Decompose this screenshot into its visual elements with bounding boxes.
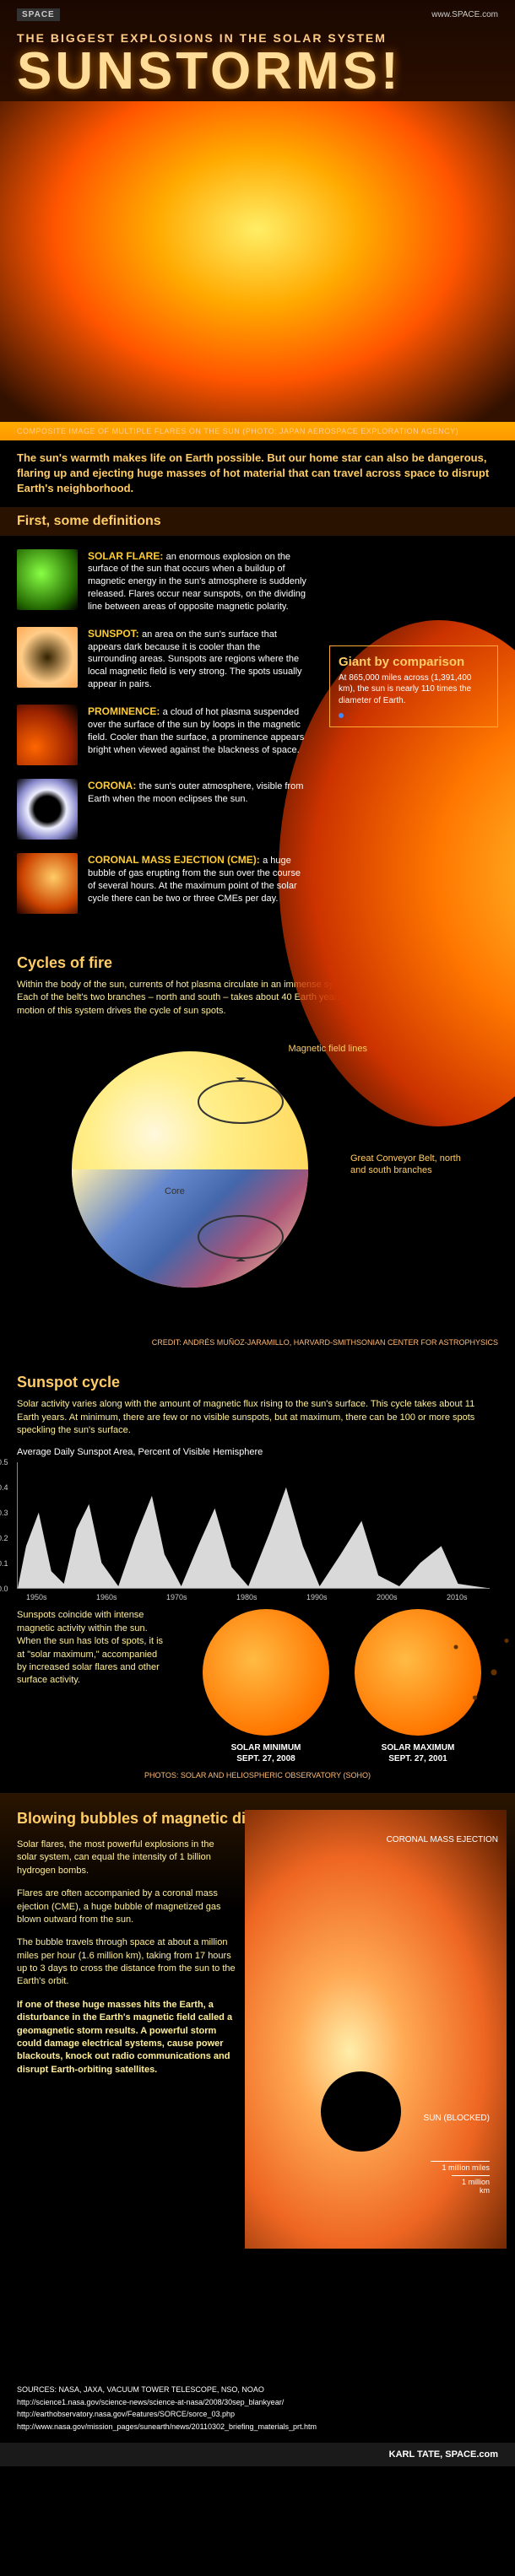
chart-title: Average Daily Sunspot Area, Percent of V… xyxy=(17,1447,498,1457)
distance-miles: 1 million miles xyxy=(431,2161,490,2172)
definition-text: CORONA: the sun's outer atmosphere, visi… xyxy=(88,779,307,806)
sun-disc-minimum xyxy=(203,1609,329,1736)
source-link: http://earthobservatory.nasa.gov/Feature… xyxy=(17,2408,498,2420)
sunspot-chart: 0.50.40.30.20.10.01950s1960s1970s1980s19… xyxy=(17,1462,490,1589)
blowing-section: Blowing bubbles of magnetic disturbance … xyxy=(0,1793,515,2384)
hero-image xyxy=(0,101,515,422)
definitions-header: First, some definitions xyxy=(0,507,515,536)
definition-thumbnail xyxy=(17,549,78,610)
distance-km: 1 million km xyxy=(452,2175,490,2195)
definition-thumbnail xyxy=(17,705,78,765)
definition-thumbnail xyxy=(17,627,78,688)
blowing-p2: Flares are often accompanied by a corona… xyxy=(17,1887,236,1926)
chart-y-tick: 0.5 xyxy=(0,1458,8,1466)
space-logo: SPACE xyxy=(17,8,60,21)
definition-row: SOLAR FLARE: an enormous explosion on th… xyxy=(17,549,498,613)
chart-x-tick: 1950s xyxy=(26,1593,47,1601)
chart-y-tick: 0.0 xyxy=(0,1585,8,1593)
definition-label: SUNSPOT: xyxy=(88,628,142,640)
solar-minimum-image: SOLAR MINIMUM SEPT. 27, 2008 xyxy=(203,1609,329,1764)
definition-text: PROMINENCE: a cloud of hot plasma suspen… xyxy=(88,705,307,756)
definition-label: CORONAL MASS EJECTION (CME): xyxy=(88,854,263,866)
definition-thumbnail xyxy=(17,853,78,914)
chart-y-tick: 0.3 xyxy=(0,1509,8,1517)
conveyor-diagram: Core Magnetic field lines Great Conveyor… xyxy=(21,1034,494,1321)
sunspot-section: Sunspot cycle Solar activity varies alon… xyxy=(0,1360,515,1793)
definition-row: PROMINENCE: a cloud of hot plasma suspen… xyxy=(17,705,498,765)
blowing-p3: The bubble travels through space at abou… xyxy=(17,1936,236,1989)
chart-x-tick: 2010s xyxy=(447,1593,468,1601)
source-link: http://www.nasa.gov/mission_pages/sunear… xyxy=(17,2421,498,2433)
definition-label: CORONA: xyxy=(88,780,139,791)
max-date: SEPT. 27, 2001 xyxy=(355,1753,481,1764)
source-link: http://science1.nasa.gov/science-news/sc… xyxy=(17,2396,498,2408)
min-date: SEPT. 27, 2008 xyxy=(203,1753,329,1764)
chart-y-tick: 0.4 xyxy=(0,1483,8,1492)
definition-row: CORONAL MASS EJECTION (CME): a huge bubb… xyxy=(17,853,498,914)
header-url: www.SPACE.com xyxy=(431,10,498,19)
definition-text: SOLAR FLARE: an enormous explosion on th… xyxy=(88,549,307,613)
footer-credit: KARL TATE, SPACE.com xyxy=(0,2443,515,2466)
chart-x-tick: 1980s xyxy=(236,1593,258,1601)
sources-line: SOURCES: NASA, JAXA, VACUUM TOWER TELESC… xyxy=(17,2384,498,2395)
definition-text: CORONAL MASS EJECTION (CME): a huge bubb… xyxy=(88,853,307,905)
soho-credit: PHOTOS: SOLAR AND HELIOSPHERIC OBSERVATO… xyxy=(17,1771,498,1779)
sun-disc-maximum xyxy=(355,1609,481,1736)
min-label: SOLAR MINIMUM xyxy=(203,1742,329,1753)
definition-text: SUNSPOT: an area on the sun's surface th… xyxy=(88,627,307,691)
definition-row: CORONA: the sun's outer atmosphere, visi… xyxy=(17,779,498,840)
chart-y-tick: 0.2 xyxy=(0,1534,8,1542)
definition-label: PROMINENCE: xyxy=(88,705,163,717)
cycles-credit: CREDIT: ANDRÉS MUÑOZ-JARAMILLO, HARVARD-… xyxy=(17,1338,498,1347)
chart-y-tick: 0.1 xyxy=(0,1559,8,1568)
minmax-text: Sunspots coincide with intense magnetic … xyxy=(17,1609,169,1687)
blowing-p1: Solar flares, the most powerful explosio… xyxy=(17,1839,236,1877)
hero-caption: COMPOSITE IMAGE OF MULTIPLE FLARES ON TH… xyxy=(0,422,515,440)
header-row: SPACE www.SPACE.com xyxy=(17,8,498,21)
max-label: SOLAR MAXIMUM xyxy=(355,1742,481,1753)
chart-x-tick: 2000s xyxy=(377,1593,398,1601)
distance-scale: 1 million miles 1 million km xyxy=(431,2161,490,2198)
solar-maximum-image: SOLAR MAXIMUM SEPT. 27, 2001 xyxy=(355,1609,481,1764)
field-lines-graphic xyxy=(72,1051,308,1288)
sun-blocked-disc xyxy=(321,2071,401,2152)
main-title: SUNSTORMS! xyxy=(17,41,498,101)
sunspot-title: Sunspot cycle xyxy=(17,1374,498,1391)
sunspot-text: Solar activity varies along with the amo… xyxy=(17,1398,490,1437)
chart-x-tick: 1960s xyxy=(96,1593,117,1601)
definitions-section: SOLAR FLARE: an enormous explosion on th… xyxy=(0,536,515,941)
blowing-p4: If one of these huge masses hits the Ear… xyxy=(17,1999,236,2076)
definition-row: SUNSPOT: an area on the sun's surface th… xyxy=(17,627,498,691)
conveyor-belt-label: Great Conveyor Belt, north and south bra… xyxy=(350,1153,477,1177)
chart-x-tick: 1970s xyxy=(166,1593,187,1601)
chart-data-graphic xyxy=(18,1462,487,1588)
cme-label: CORONAL MASS EJECTION xyxy=(387,1835,498,1845)
intro-text: The sun's warmth makes life on Earth pos… xyxy=(0,440,515,507)
sources: SOURCES: NASA, JAXA, VACUUM TOWER TELESC… xyxy=(0,2384,515,2443)
definition-thumbnail xyxy=(17,779,78,840)
definition-label: SOLAR FLARE: xyxy=(88,550,166,562)
sun-blocked-label: SUN (BLOCKED) xyxy=(424,2114,490,2124)
chart-x-tick: 1990s xyxy=(306,1593,328,1601)
